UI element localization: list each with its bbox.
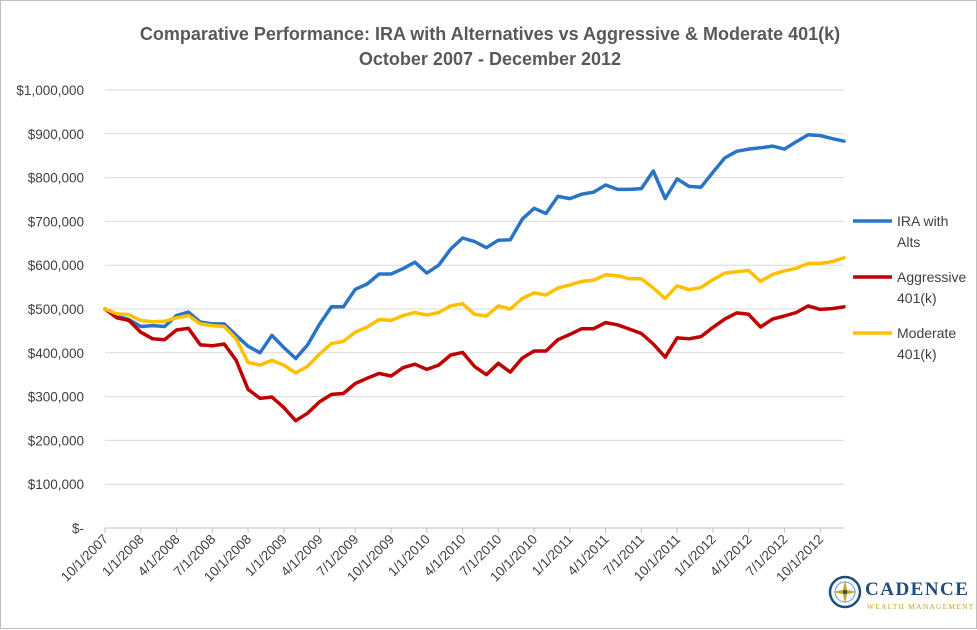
logo-tagline: WEALTH MANAGEMENT bbox=[867, 602, 974, 611]
legend: IRA with Alts Aggressive 401(k) Moderate 401(… bbox=[853, 213, 966, 362]
cadence-logo: CADENCE WEALTH MANAGEMENT bbox=[828, 575, 974, 611]
series-line-2 bbox=[103, 304, 846, 423]
y-tick-label: $600,000 bbox=[28, 258, 84, 273]
legend-label: IRA with Alts bbox=[897, 213, 948, 250]
x-axis: 10/1/20071/1/20084/1/20087/1/200810/1/20… bbox=[58, 527, 844, 585]
series-lines bbox=[103, 132, 846, 423]
y-tick-label: $500,000 bbox=[28, 302, 84, 317]
y-tick-label: $300,000 bbox=[28, 390, 84, 405]
compass-logo-icon bbox=[828, 575, 862, 609]
y-axis: $- $100,000 $200,000 $300,000 $400,000 $500,0… bbox=[16, 83, 84, 536]
y-tick-label: $800,000 bbox=[28, 171, 84, 186]
legend-label: Aggressive 401(k) bbox=[897, 269, 966, 306]
x-tick-label: 10/1/2007 bbox=[58, 532, 111, 585]
y-tick-label: $700,000 bbox=[28, 214, 84, 229]
y-tick-label: $400,000 bbox=[28, 346, 84, 361]
y-tick-label: $900,000 bbox=[28, 127, 84, 142]
chart-title: Comparative Performance: IRA with Altern… bbox=[140, 24, 840, 44]
y-tick-label: $200,000 bbox=[28, 433, 84, 448]
legend-label: Moderate 401(k) bbox=[897, 325, 956, 362]
logo-name: CADENCE bbox=[865, 579, 969, 600]
series-line-1 bbox=[103, 132, 846, 361]
series-line-3 bbox=[103, 256, 846, 375]
gridlines bbox=[105, 89, 844, 485]
y-tick-label: $1,000,000 bbox=[16, 83, 84, 98]
chart-subtitle: October 2007 - December 2012 bbox=[359, 49, 621, 69]
y-tick-label: $100,000 bbox=[28, 477, 84, 492]
y-tick-label: $- bbox=[72, 521, 84, 536]
